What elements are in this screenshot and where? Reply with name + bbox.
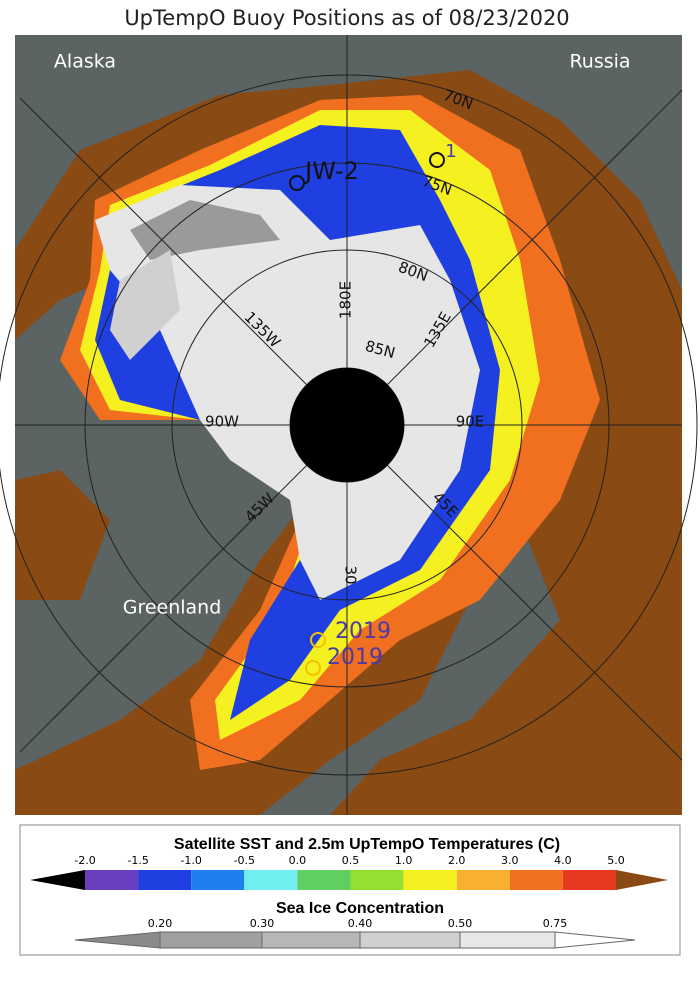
cbar-segment xyxy=(350,870,404,890)
sea-ice xyxy=(95,185,480,600)
cbar-tick-label: -1.0 xyxy=(180,854,201,867)
ice-tick-label: 0.75 xyxy=(543,917,568,930)
cbar-segment xyxy=(403,870,457,890)
land-brown xyxy=(15,470,110,600)
cbar-low-end xyxy=(30,870,85,890)
cbar-segment xyxy=(297,870,351,890)
ice-segment xyxy=(359,931,461,949)
cbar-tick-label: 2.0 xyxy=(448,854,466,867)
buoy-label: JW-2 xyxy=(303,157,359,185)
cbar-tick-label: 3.0 xyxy=(501,854,519,867)
buoy-marker xyxy=(429,152,445,168)
grid-label: 90W xyxy=(205,413,239,431)
cbar-tick-label: 4.0 xyxy=(554,854,572,867)
region-label: Greenland xyxy=(123,597,222,619)
buoy-label: 2019 xyxy=(335,619,391,644)
title: UpTempO Buoy Positions as of 08/23/2020 xyxy=(124,6,569,30)
ice-tick-label: 0.40 xyxy=(348,917,373,930)
cbar-tick-label: 5.0 xyxy=(607,854,625,867)
cbar-segment xyxy=(191,870,245,890)
cbar-tick-label: -0.5 xyxy=(234,854,255,867)
ice-segment xyxy=(261,931,361,949)
cbar-tick-label: 1.0 xyxy=(395,854,413,867)
ice-tick-label: 0.20 xyxy=(148,917,173,930)
buoy-marker xyxy=(305,660,321,676)
sst-title: Satellite SST and 2.5m UpTempO Temperatu… xyxy=(174,836,560,853)
map xyxy=(0,35,698,815)
cbar-segment xyxy=(85,870,139,890)
grid-label: 30 xyxy=(342,565,360,584)
cbar-segment xyxy=(244,870,298,890)
cbar-segment xyxy=(456,870,510,890)
ice-segment xyxy=(459,931,556,949)
cbar-segment xyxy=(509,870,563,890)
pole-hole xyxy=(290,368,404,482)
cbar-tick-label: -2.0 xyxy=(74,854,95,867)
ice-title: Sea Ice Concentration xyxy=(276,900,444,917)
cbar-high-end xyxy=(616,870,668,890)
buoy-label: 1 xyxy=(445,141,456,162)
grid-label: 180E xyxy=(337,281,355,319)
grid-label: 90E xyxy=(456,413,485,431)
region-label: Russia xyxy=(569,51,630,73)
ice-segment xyxy=(159,931,263,949)
buoy-label: 2019 xyxy=(327,645,383,670)
cbar-segment xyxy=(138,870,192,890)
ice-tick-label: 0.30 xyxy=(250,917,275,930)
buoy-marker xyxy=(289,175,305,191)
cbar-tick-label: 0.0 xyxy=(289,854,307,867)
sea-ice-mid xyxy=(110,250,180,360)
region-label: Alaska xyxy=(54,51,116,73)
cbar-tick-label: -1.5 xyxy=(127,854,148,867)
buoy-marker xyxy=(310,632,326,648)
cbar-tick-label: 0.5 xyxy=(342,854,360,867)
cbar-segment xyxy=(562,870,616,890)
ice-tick-label: 0.50 xyxy=(448,917,473,930)
ice-high-end xyxy=(554,931,636,949)
